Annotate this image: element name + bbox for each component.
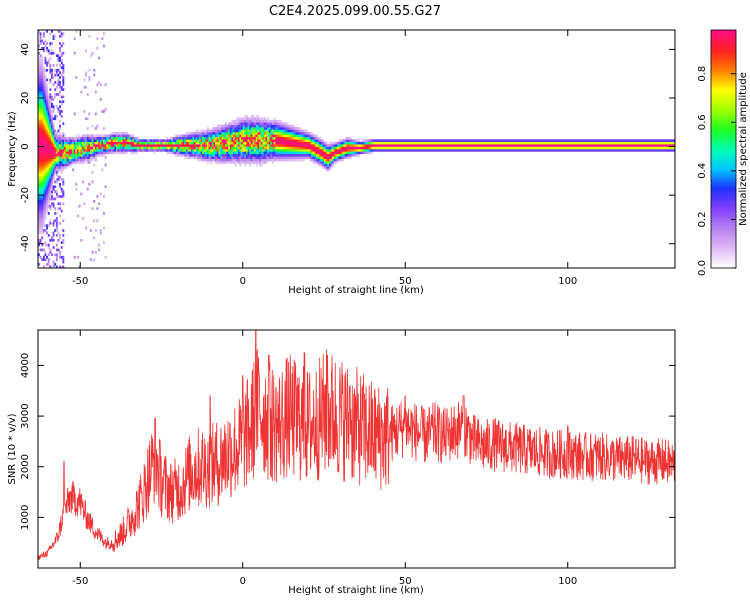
snr-y-ticks: 1000 2000 3000 4000 xyxy=(20,353,675,530)
colorbar-title: Normalized spectral amplitude xyxy=(738,72,749,226)
colorbar-tick-label: 0.0 xyxy=(697,260,708,276)
spectrogram-plot-area xyxy=(38,30,675,268)
colorbar-tick-label: 0.2 xyxy=(697,211,708,227)
x-tick-label: -50 xyxy=(72,576,88,587)
x-tick-label: 100 xyxy=(558,276,577,287)
y-tick-label: 0 xyxy=(20,143,31,149)
colorbar-tick-label: 0.6 xyxy=(697,114,708,130)
colorbar-frame xyxy=(710,29,737,269)
snr-y-axis-title: SNR (10 * v/v) xyxy=(7,413,18,484)
y-tick-label: 4000 xyxy=(20,353,31,378)
figure-title: C2E4.2025.099.00.55.G27 xyxy=(269,4,441,19)
y-tick-label: -20 xyxy=(20,187,31,203)
spectrogram-x-axis-title: Height of straight line (km) xyxy=(288,285,424,296)
snr-x-axis-title: Height of straight line (km) xyxy=(288,585,424,596)
snr-plot-area xyxy=(38,330,675,561)
snr-x-ticks: -50 0 50 100 xyxy=(72,330,577,587)
colorbar-ticks: 0.0 0.2 0.4 0.6 0.8 xyxy=(697,66,736,276)
x-tick-label: 50 xyxy=(399,576,412,587)
y-tick-label: 2000 xyxy=(20,454,31,479)
x-tick-label: 0 xyxy=(240,576,246,587)
y-tick-label: -40 xyxy=(20,236,31,252)
snr-series-line xyxy=(38,330,675,561)
colorbar-gradient xyxy=(711,30,736,269)
spectrogram-cells xyxy=(38,30,675,268)
colorbar-tick-label: 0.4 xyxy=(697,163,708,179)
snr-frame xyxy=(37,329,676,569)
y-tick-label: 1000 xyxy=(20,505,31,530)
spectrogram-panel: -50 0 50 100 -40 -20 0 20 40 Height of straight… xyxy=(7,29,676,296)
x-tick-label: 100 xyxy=(558,576,577,587)
y-tick-label: 20 xyxy=(20,92,31,105)
y-tick-label: 40 xyxy=(20,43,31,56)
spectrogram-y-ticks: -40 -20 0 20 40 xyxy=(20,43,675,252)
spectrogram-x-ticks: -50 0 50 100 xyxy=(72,30,577,287)
y-tick-label: 3000 xyxy=(20,403,31,428)
colorbar-tick-label: 0.8 xyxy=(697,66,708,82)
snr-panel: -50 0 50 100 1000 2000 3000 4000 Height of str… xyxy=(7,329,676,596)
x-tick-label: -50 xyxy=(72,276,88,287)
x-tick-label: 50 xyxy=(399,276,412,287)
x-tick-label: 0 xyxy=(240,276,246,287)
spectrogram-frame xyxy=(37,29,676,269)
spectrogram-y-axis-title: Frequency (Hz) xyxy=(7,111,18,187)
colorbar: 0.0 0.2 0.4 0.6 0.8 Normalized spectral ampl… xyxy=(697,29,749,276)
